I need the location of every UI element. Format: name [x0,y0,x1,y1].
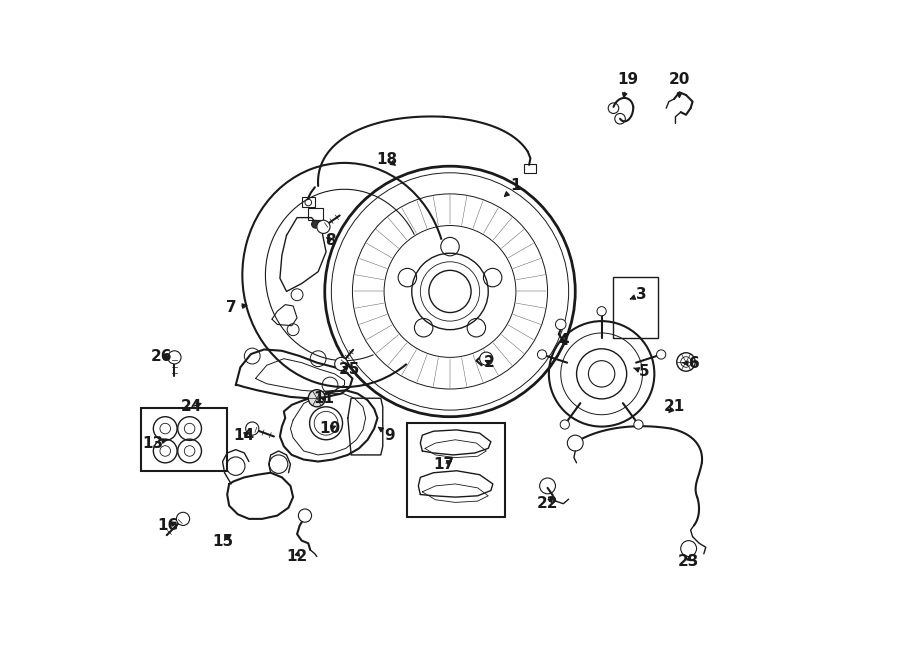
Text: 17: 17 [433,457,454,471]
Circle shape [317,220,330,234]
Text: 7: 7 [226,301,247,315]
Bar [407,423,505,517]
Circle shape [168,351,181,364]
Text: 26: 26 [150,349,172,363]
Text: 18: 18 [377,152,398,167]
Circle shape [555,319,566,330]
Bar [141,408,227,471]
Text: 9: 9 [379,427,395,443]
Circle shape [560,420,570,429]
Circle shape [480,352,493,365]
Text: 19: 19 [617,71,639,97]
Text: 16: 16 [158,518,178,533]
Text: 14: 14 [234,428,255,443]
Text: 2: 2 [484,355,495,370]
Text: 6: 6 [683,356,699,371]
Circle shape [309,390,326,407]
Circle shape [335,357,347,371]
Circle shape [537,350,546,359]
Text: 25: 25 [339,361,361,377]
Text: 3: 3 [630,287,646,303]
Text: 20: 20 [669,71,690,97]
Circle shape [677,353,695,371]
Text: 22: 22 [536,496,558,511]
Text: 8: 8 [325,232,336,248]
Circle shape [311,220,320,228]
Text: 23: 23 [678,554,699,569]
Bar [308,209,323,220]
Text: 21: 21 [663,399,685,414]
Text: 4: 4 [558,334,569,348]
Circle shape [657,350,666,359]
Circle shape [597,307,607,316]
Circle shape [299,509,311,522]
Text: 13: 13 [143,436,166,451]
Circle shape [246,422,259,435]
Text: 12: 12 [286,549,308,564]
Circle shape [176,512,190,526]
Text: 11: 11 [313,391,334,406]
Circle shape [634,420,643,429]
Text: 15: 15 [212,534,233,549]
Text: 5: 5 [634,364,650,379]
Text: 10: 10 [320,421,340,436]
Bar [302,197,315,207]
Bar [524,164,536,173]
Bar [614,277,658,338]
Text: 24: 24 [181,399,202,414]
Text: 1: 1 [505,179,521,197]
Circle shape [567,435,583,451]
